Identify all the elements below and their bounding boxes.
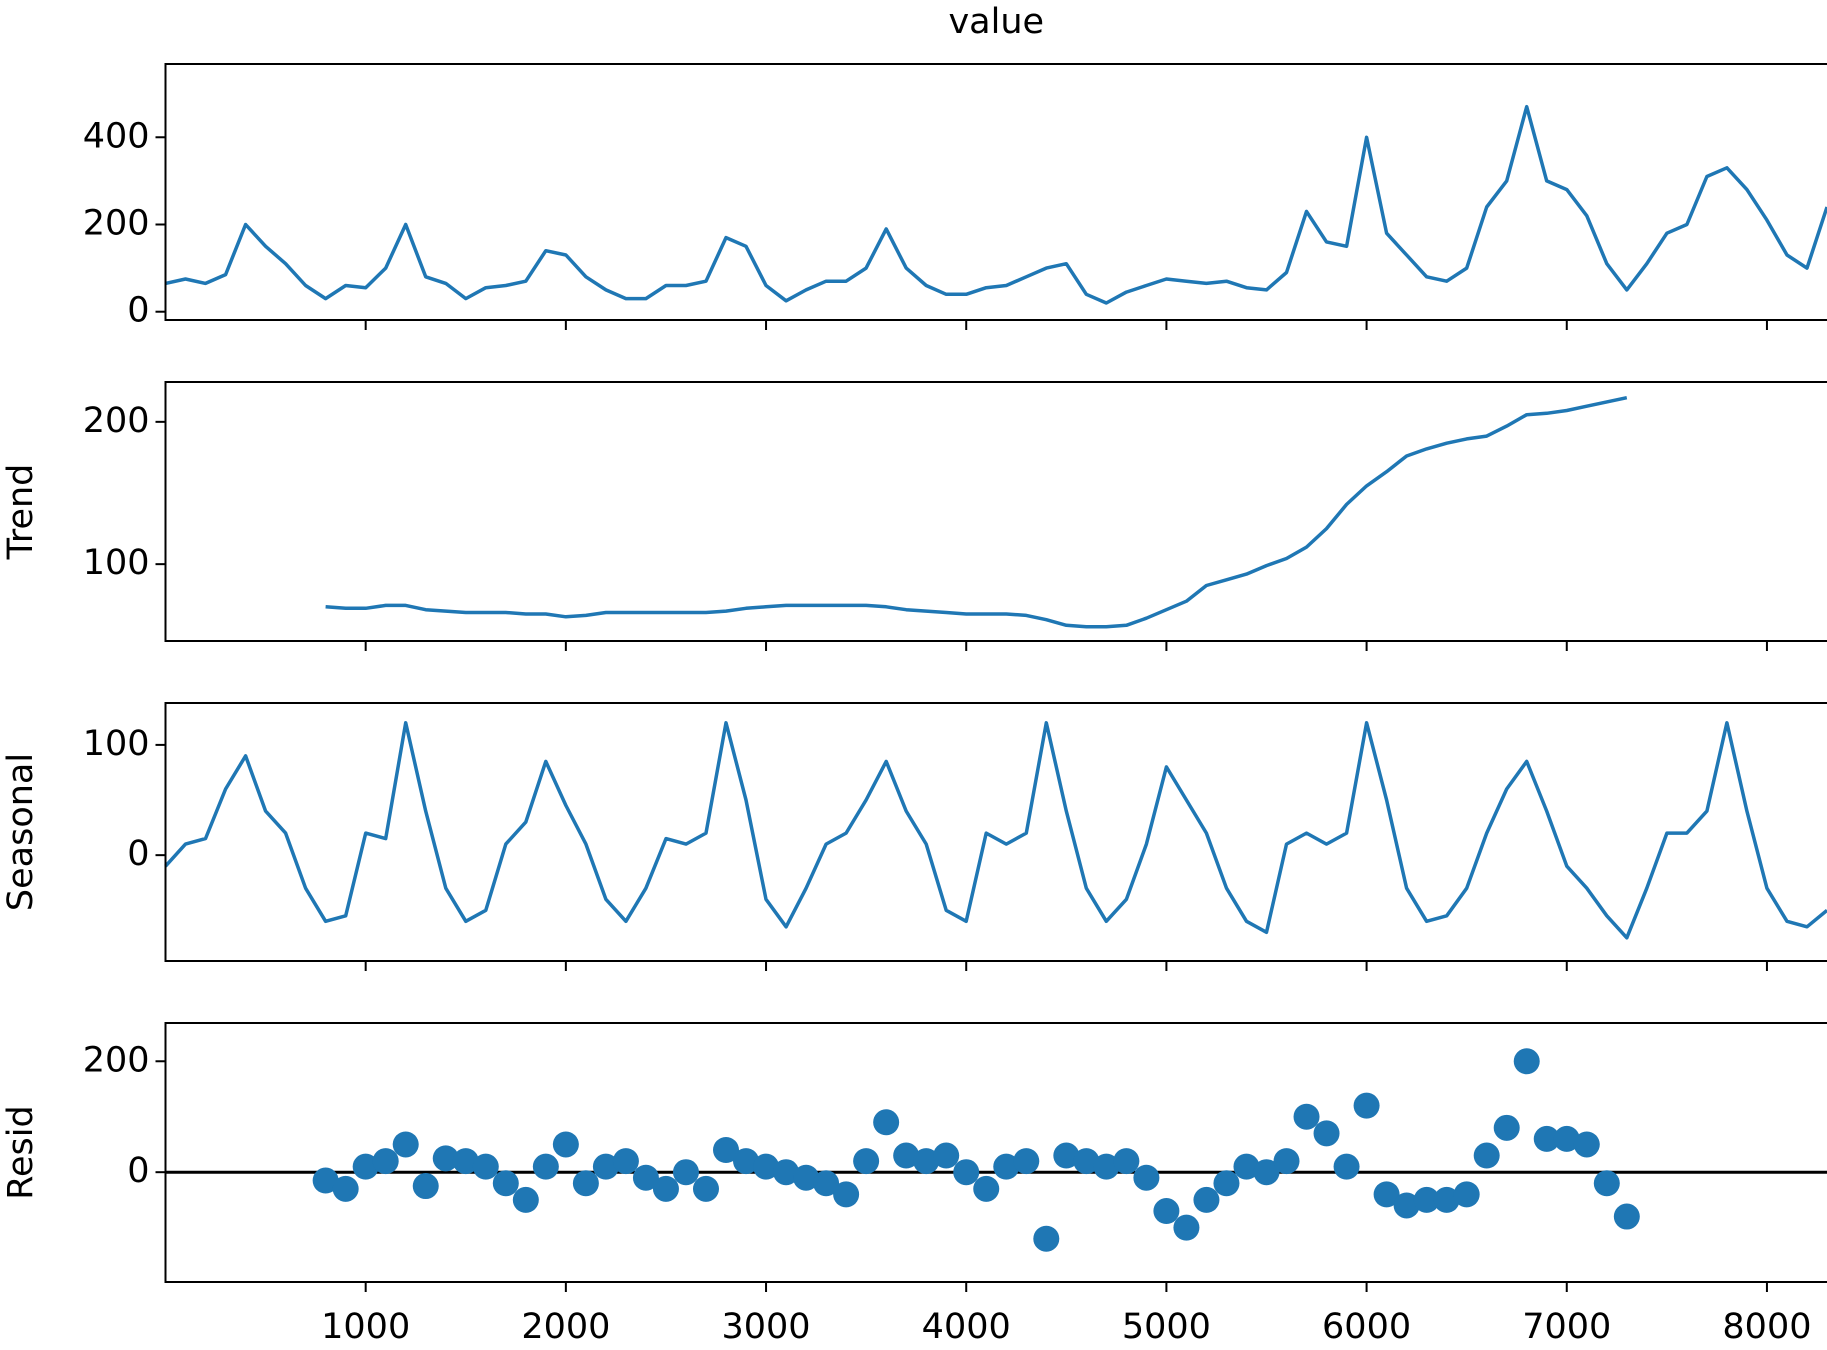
x-tick-label: 4000: [922, 1307, 1011, 1347]
data-line: [164, 721, 1827, 940]
resid-point: [1133, 1164, 1160, 1191]
resid-point: [1473, 1142, 1500, 1169]
resid-point: [1453, 1181, 1480, 1208]
resid-point: [853, 1148, 880, 1175]
y-tick-label: 0: [127, 834, 149, 874]
resid-point: [512, 1186, 539, 1213]
resid-point: [1413, 1186, 1440, 1213]
resid-point: [1613, 1203, 1640, 1230]
y-tick-label: 0: [127, 1151, 149, 1191]
axes-frame: [164, 702, 1827, 962]
chart-title: value: [948, 2, 1044, 42]
resid-point: [412, 1173, 439, 1200]
axes-frame: [164, 63, 1827, 321]
resid-point: [332, 1175, 359, 1202]
resid-point: [452, 1148, 479, 1175]
resid-point: [1373, 1181, 1400, 1208]
resid-point: [1433, 1186, 1460, 1213]
resid-point: [953, 1159, 980, 1186]
resid-point: [692, 1175, 719, 1202]
resid-point: [1173, 1214, 1200, 1241]
resid-point: [1153, 1198, 1180, 1225]
resid-point: [1333, 1153, 1360, 1180]
resid-point: [973, 1175, 1000, 1202]
y-tick-label: 400: [83, 116, 150, 156]
resid-point: [713, 1137, 740, 1164]
resid-point: [933, 1142, 960, 1169]
y-tick-label: 200: [83, 401, 150, 441]
resid-point: [1033, 1225, 1060, 1252]
resid-point: [652, 1175, 679, 1202]
resid-point: [1113, 1148, 1140, 1175]
resid-point: [1313, 1120, 1340, 1147]
axes-frame: [164, 1022, 1827, 1283]
resid-point: [753, 1153, 780, 1180]
resid-point: [1493, 1114, 1520, 1141]
resid-point: [472, 1153, 499, 1180]
resid-point: [1193, 1186, 1220, 1213]
resid-point: [552, 1131, 579, 1158]
y-tick-label: 100: [83, 543, 150, 583]
resid-point: [572, 1170, 599, 1197]
y-tick-label: 200: [83, 203, 150, 243]
resid-point: [993, 1153, 1020, 1180]
x-tick-label: 6000: [1322, 1307, 1411, 1347]
resid-point: [1393, 1192, 1420, 1219]
y-axis-label: Seasonal: [1, 753, 41, 911]
x-tick-label: 1000: [321, 1307, 410, 1347]
y-axis-label: Resid: [1, 1105, 41, 1199]
resid-point: [312, 1167, 339, 1194]
resid-point: [773, 1159, 800, 1186]
y-axis-label: Trend: [1, 464, 41, 561]
resid-point: [1093, 1153, 1120, 1180]
x-tick-label: 3000: [722, 1307, 811, 1347]
resid-point: [1073, 1148, 1100, 1175]
resid-point: [1213, 1170, 1240, 1197]
resid-point: [733, 1148, 760, 1175]
y-tick-label: 200: [83, 1040, 150, 1080]
resid-point: [1253, 1159, 1280, 1186]
resid-point: [612, 1148, 639, 1175]
resid-point: [392, 1131, 419, 1158]
resid-point: [1353, 1092, 1380, 1119]
resid-point: [592, 1153, 619, 1180]
data-line: [165, 104, 1827, 305]
resid-point: [1013, 1148, 1040, 1175]
x-tick-label: 5000: [1122, 1307, 1211, 1347]
resid-point: [813, 1170, 840, 1197]
y-tick-label: 0: [127, 291, 149, 331]
resid-point: [352, 1153, 379, 1180]
resid-point: [1533, 1125, 1560, 1152]
resid-point: [1053, 1142, 1080, 1169]
resid-point: [893, 1142, 920, 1169]
resid-point: [1553, 1125, 1580, 1152]
resid-point: [1233, 1153, 1260, 1180]
resid-point: [873, 1109, 900, 1136]
resid-point: [532, 1153, 559, 1180]
x-tick-label: 8000: [1722, 1307, 1811, 1347]
resid-point: [1273, 1148, 1300, 1175]
resid-point: [1573, 1131, 1600, 1158]
data-line: [325, 395, 1628, 629]
resid-point: [1293, 1103, 1320, 1130]
x-tick-label: 7000: [1522, 1307, 1611, 1347]
resid-point: [1513, 1048, 1540, 1075]
y-tick-label: 100: [83, 724, 150, 764]
resid-point: [833, 1181, 860, 1208]
axes-frame: [164, 381, 1827, 642]
resid-point: [1593, 1170, 1620, 1197]
resid-point: [913, 1148, 940, 1175]
resid-point: [432, 1145, 459, 1172]
resid-point: [793, 1164, 820, 1191]
resid-point: [492, 1170, 519, 1197]
resid-point: [672, 1159, 699, 1186]
resid-point: [372, 1148, 399, 1175]
resid-point: [632, 1164, 659, 1191]
x-tick-label: 2000: [521, 1307, 610, 1347]
